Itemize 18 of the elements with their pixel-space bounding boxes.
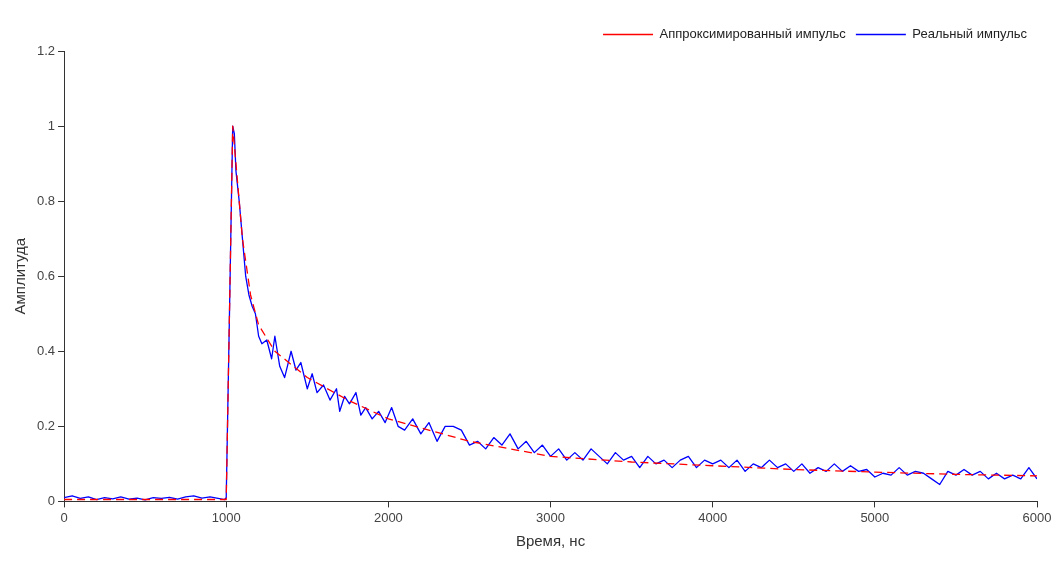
x-tick-label: 3000 (536, 509, 565, 525)
x-tick-label: 0 (60, 509, 68, 525)
x-axis-title: Время, нс (515, 532, 586, 550)
y-tick-label: 0.6 (36, 267, 56, 283)
y-axis-title: Амплитуда (11, 237, 29, 315)
x-tick-label: 5000 (860, 509, 890, 525)
legend-label: Реальный импульс (912, 26, 1028, 42)
y-tick-label: 0.2 (36, 417, 56, 433)
legend-label: Аппроксимированный импульс (659, 26, 847, 42)
y-tick-label: 0 (47, 492, 56, 508)
x-tick-label: 6000 (1022, 509, 1052, 525)
x-tick-label: 4000 (698, 509, 728, 525)
x-tick-label: 1000 (211, 509, 241, 525)
y-tick-label: 1.2 (36, 42, 56, 58)
y-tick-label: 1 (47, 117, 56, 133)
y-tick-label: 0.4 (36, 342, 56, 358)
y-tick-label: 0.8 (36, 192, 56, 208)
x-tick-label: 2000 (373, 509, 403, 525)
